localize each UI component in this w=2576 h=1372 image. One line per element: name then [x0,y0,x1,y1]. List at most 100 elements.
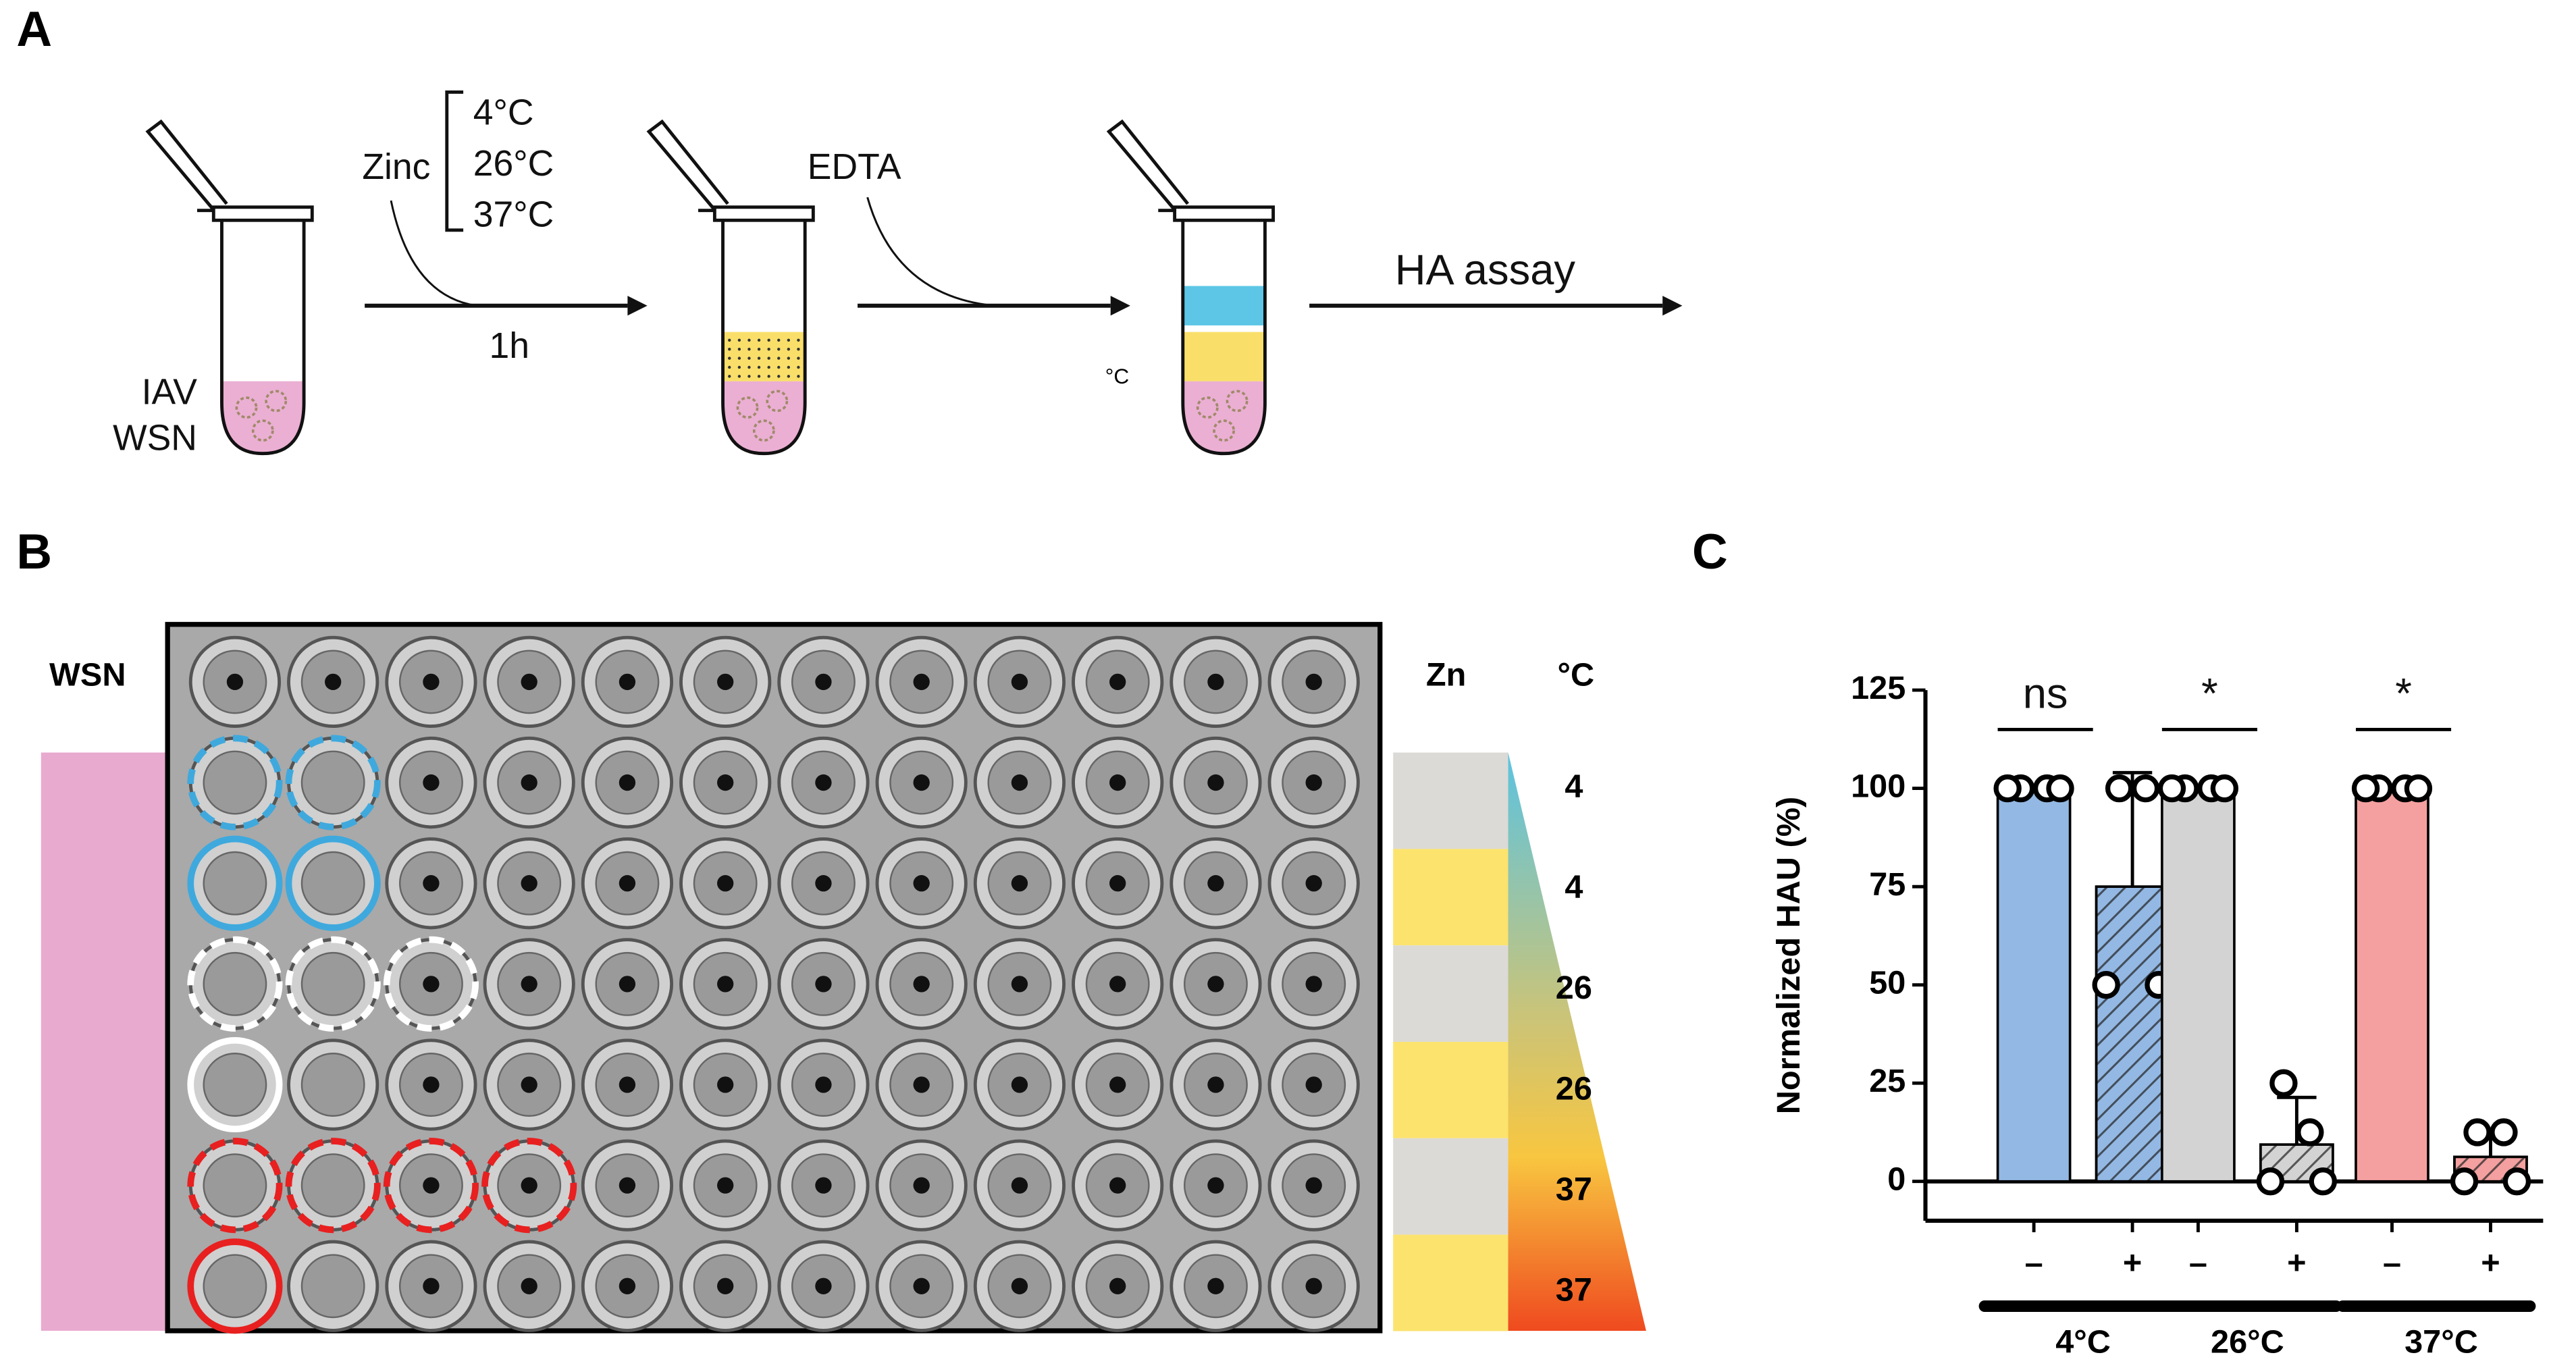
zinc-dot [728,338,731,342]
zinc-dot [728,365,731,369]
well-dot [1305,875,1322,892]
zinc-dot [797,375,800,378]
well-dot [619,1277,636,1294]
x-tick-label: + [2287,1245,2306,1282]
well-dot [1109,774,1126,791]
zn-header: Zn [1426,656,1466,693]
zinc-layer [722,332,806,381]
well-dot [1207,1177,1224,1194]
tube-rim [211,205,314,222]
zinc-dot [767,375,770,378]
well-dot [815,1076,832,1093]
edta-layer [1182,286,1265,325]
assay-label: HA assay [1395,246,1576,294]
well-dot [815,976,832,993]
highlight-ring [187,1238,283,1334]
zinc-dot [737,338,741,342]
zinc-dot [797,338,800,342]
zinc-dot [777,365,781,369]
bar-hatch [2095,885,2170,1183]
virion [235,396,258,419]
well-dot [717,774,734,791]
well-dot [1305,774,1322,791]
well-dot [521,1177,537,1194]
data-point [2269,1069,2298,1097]
temperature: 26°C [473,144,554,184]
group-label: 4°C [2055,1323,2111,1360]
well-dot [423,1076,440,1093]
zinc-dot [777,375,781,378]
zinc-dot [797,348,800,351]
zinc-dot [728,348,731,351]
well-dot [619,875,636,892]
well-dot [913,673,930,691]
zinc-dot [787,357,791,360]
well-dot [619,774,636,791]
well-dot [1207,875,1224,892]
well-dot [521,976,537,993]
well-dot [1207,673,1224,691]
zinc-dot [757,357,761,360]
well-inner [300,1153,365,1218]
well-dot [717,1076,734,1093]
well-dot [1011,1277,1028,1294]
virion [766,390,789,413]
zinc-dot [757,338,761,342]
y-tick-label: 0 [1887,1161,1905,1198]
data-point [2157,774,2186,803]
data-point [2450,1167,2479,1196]
highlight-ring [285,835,381,931]
highlight-ring [383,936,479,1032]
well-dot [1011,673,1028,691]
well-dot [913,1177,930,1194]
zinc-dot [767,348,770,351]
tube-lid [1106,119,1273,215]
row-temperature: 26 [1556,970,1592,1006]
zinc-dot [777,357,781,360]
zinc-dot [767,338,770,342]
zinc-dot [747,365,751,369]
virion [1213,419,1236,442]
well-dot [1305,1076,1322,1093]
well-dot [423,875,440,892]
panel-label: B [16,525,52,579]
tube-rim [1173,205,1276,222]
well-inner [203,1153,267,1218]
zinc-dot [767,357,770,360]
data-point [2131,774,2160,803]
zinc-dot [777,338,781,342]
highlight-ring [187,835,283,931]
zinc-dot [767,365,770,369]
highlight-ring [285,735,381,830]
well-dot [1011,875,1028,892]
zinc-dot [728,375,731,378]
well-inner [203,851,267,916]
well-dot [1207,774,1224,791]
data-point [2046,774,2074,803]
group-label: 37°C [2404,1323,2478,1360]
well-dot [717,673,734,691]
data-point [2502,1167,2531,1196]
well-inner [203,1053,267,1117]
temperature-gradient [1508,752,1646,1331]
temperature: 4°C [473,93,534,133]
zinc-cell [1393,849,1508,946]
zinc-dot [747,375,751,378]
y-tick-label: 50 [1869,965,1905,1001]
tube-lid [646,119,814,215]
bar [2161,787,2236,1183]
temperature-labels: 4 4 26 26 37 37 [1556,768,1592,1309]
well-dot [1011,976,1028,993]
bracket [445,90,464,232]
well-dot [1011,774,1028,791]
panel-label: A [16,2,52,57]
highlight-ring [383,1138,479,1234]
well-dot [913,976,930,993]
virus-strip [41,752,168,1331]
zinc-dot [787,365,791,369]
arrowhead [1110,296,1130,316]
curve [390,200,477,307]
well-dot [1109,1076,1126,1093]
tubes [145,119,1276,456]
